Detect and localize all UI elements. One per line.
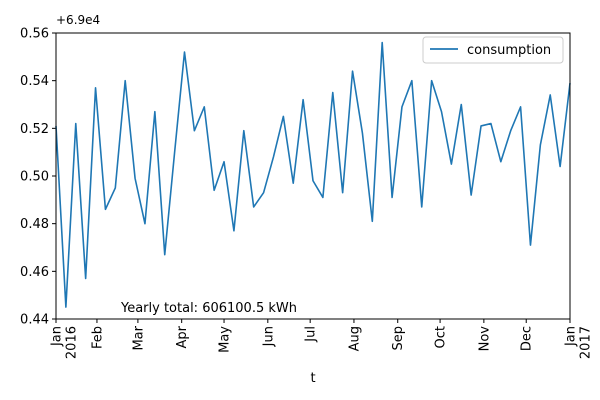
- y-tick-label: 0.48: [20, 217, 49, 232]
- yearly-total-annotation: Yearly total: 606100.5 kWh: [120, 301, 297, 316]
- y-tick-label: 0.52: [20, 122, 49, 137]
- x-tick-label: May: [218, 326, 233, 353]
- x-tick-label: Nov: [477, 326, 492, 352]
- series-layer: [55, 41, 571, 308]
- y-offset-label: +6.9e4: [56, 13, 100, 27]
- series-line-consumption: [55, 41, 571, 308]
- x-tick-label: Feb: [90, 326, 105, 349]
- x-tick-label: Jun: [261, 326, 276, 347]
- legend-label-consumption: consumption: [467, 43, 551, 58]
- x-tick-label: Oct: [434, 326, 449, 348]
- x-tick-label: Apr: [175, 325, 190, 348]
- x-tick-label: Jan: [50, 326, 65, 347]
- legend: consumption: [422, 36, 564, 64]
- y-axis: 0.44 0.46 0.48 0.50 0.52 0.54 0.56: [20, 27, 56, 328]
- x-tick-sublabel: 2016: [65, 326, 80, 359]
- plot-frame: [55, 32, 571, 320]
- x-tick-label: Mar: [131, 325, 146, 350]
- x-tick-label: Sep: [391, 326, 406, 351]
- x-tick-sublabel: 2017: [579, 326, 594, 359]
- x-tick-label: Dec: [520, 326, 535, 351]
- y-tick-label: 0.54: [20, 74, 49, 89]
- x-tick-label: Jul: [304, 326, 319, 343]
- x-axis: Jan 2016 Feb Mar Apr May Jun Jul Aug Sep Oct Nov Dec…: [50, 319, 594, 359]
- legend-box: [422, 36, 564, 64]
- y-tick-label: 0.50: [20, 170, 49, 185]
- y-tick-label: 0.56: [20, 27, 49, 42]
- x-tick-label: Aug: [347, 326, 362, 351]
- y-tick-label: 0.44: [20, 313, 49, 328]
- y-tick-label: 0.46: [20, 265, 49, 280]
- x-tick-label: Jan: [564, 326, 579, 347]
- x-axis-label: t: [310, 371, 315, 386]
